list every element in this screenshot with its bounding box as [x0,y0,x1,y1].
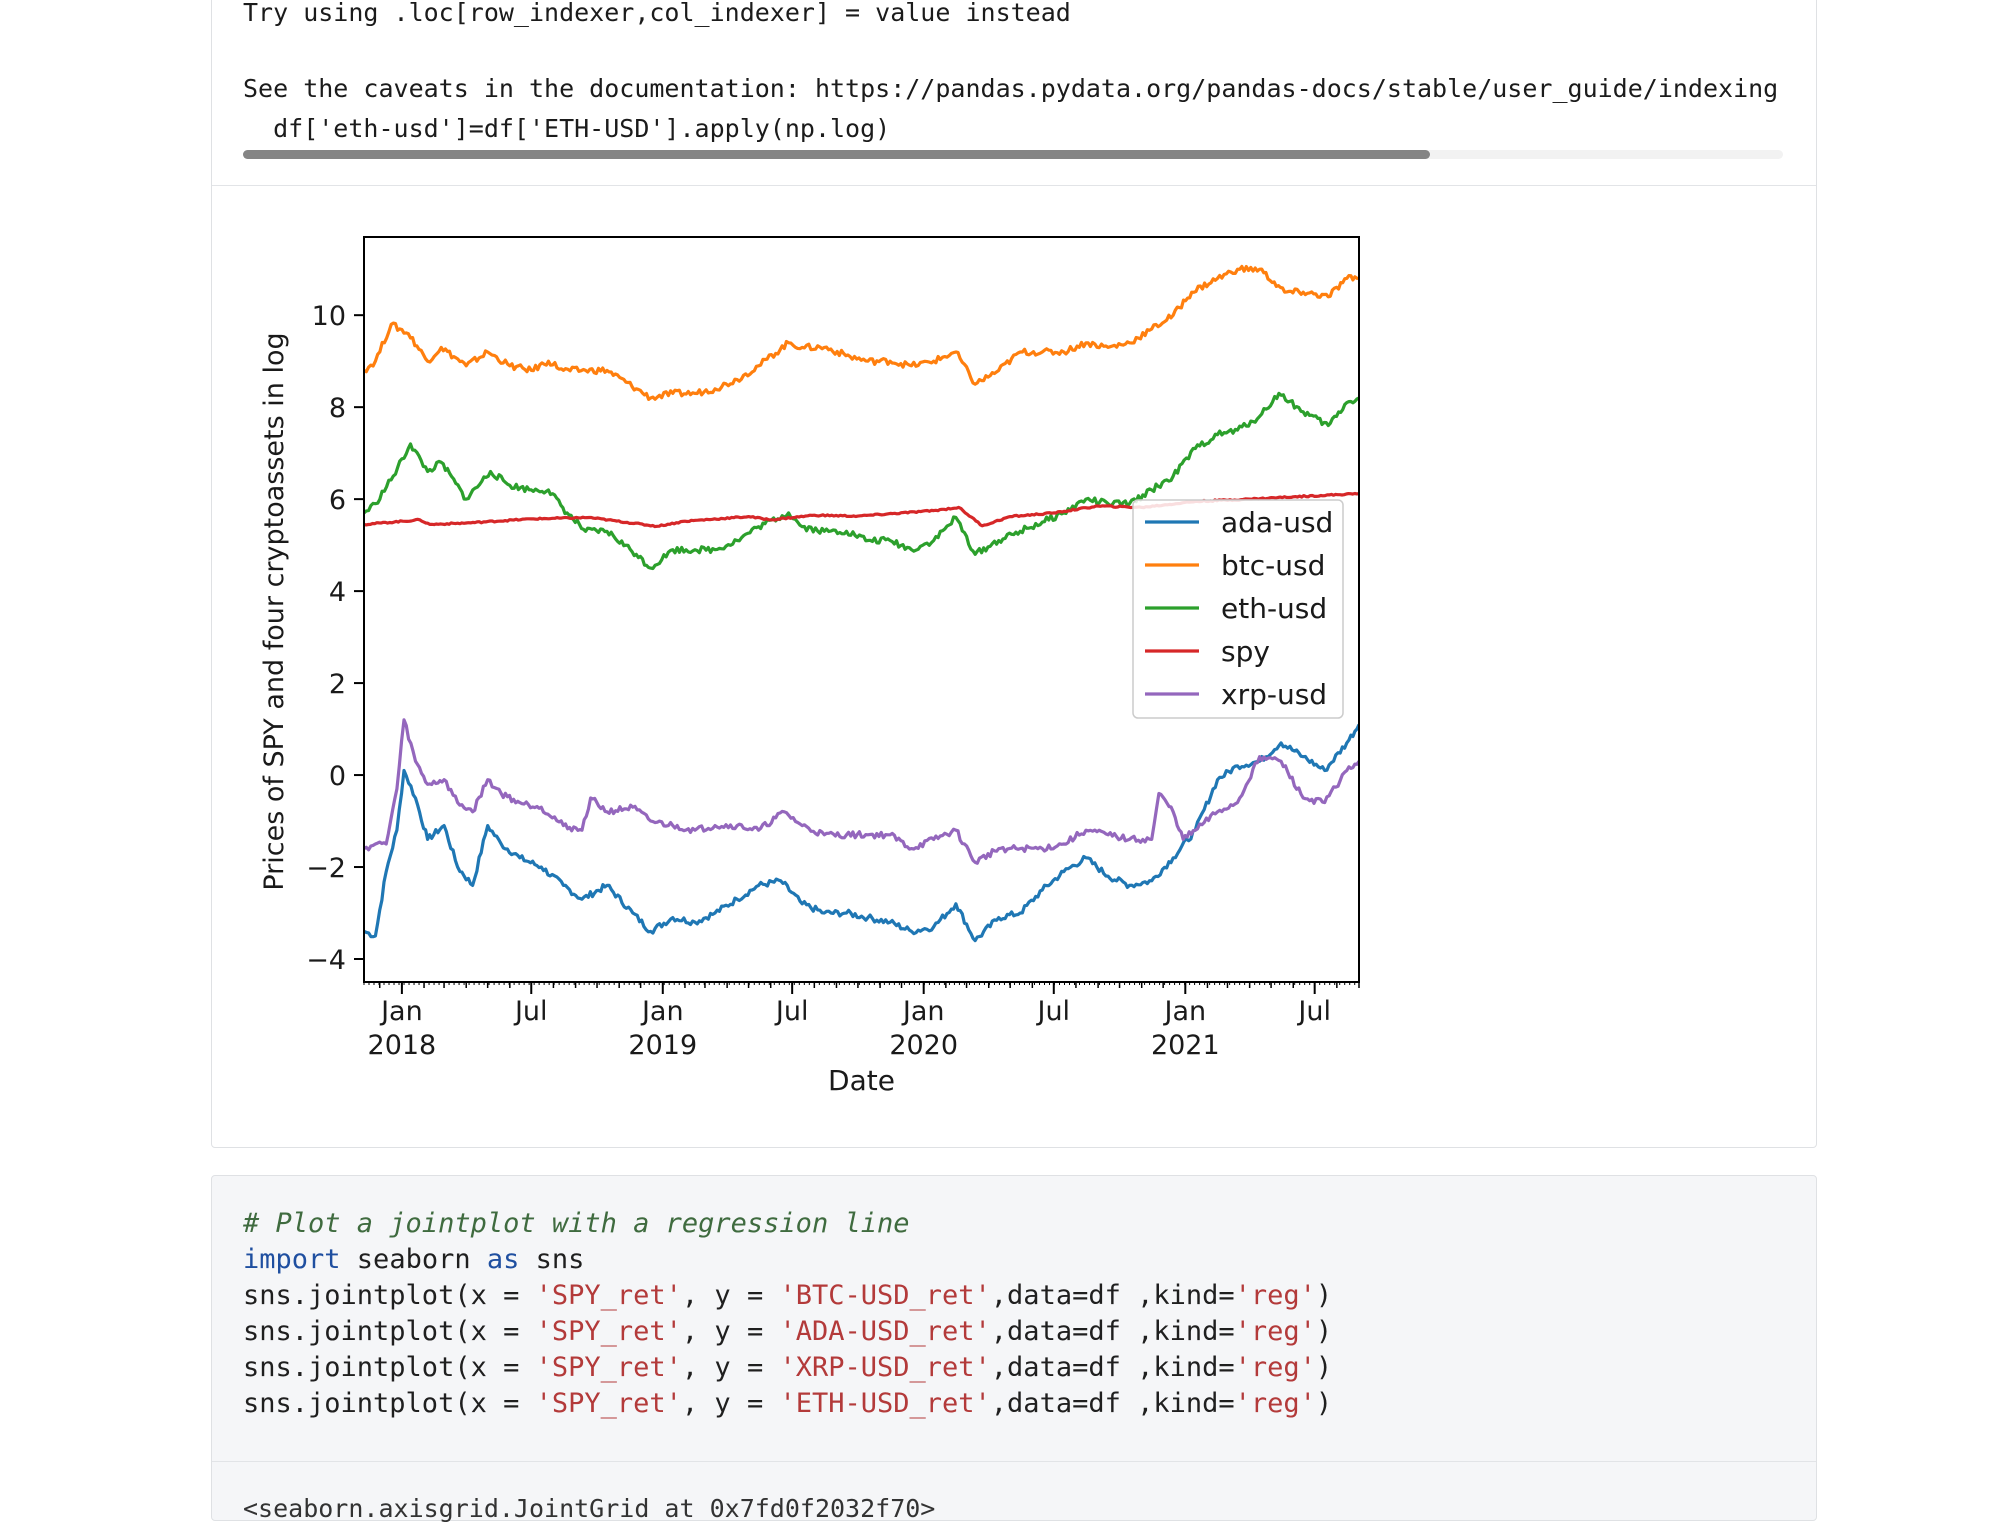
code-text: sns.jointplot(x = [243,1316,536,1347]
warning-line-1: Try using .loc[row_indexer,col_indexer] … [243,0,1071,27]
y-tick-label: 0 [329,761,346,792]
x-tick-year-label: 2021 [1151,1030,1220,1061]
code-text: ) [1315,1352,1333,1383]
code-jointplot-line: sns.jointplot(x = 'SPY_ret', y = 'ADA-US… [243,1316,1332,1347]
y-axis: −4 −2 0 2 4 6 8 10 [306,301,364,976]
code-text: ) [1315,1316,1333,1347]
string-x: 'SPY_ret' [535,1352,682,1383]
legend-label: xrp-usd [1221,678,1327,711]
code-cell[interactable] [211,1175,1817,1521]
string-kind: 'reg' [1234,1280,1316,1311]
horizontal-scrollbar-thumb[interactable] [243,150,1430,159]
string-y: 'ADA-USD_ret' [779,1316,991,1347]
legend-label: spy [1221,635,1270,668]
x-tick-label: Jul [1035,996,1070,1027]
code-text: ,data=df ,kind= [990,1280,1235,1311]
x-tick-label: Jan [640,996,684,1027]
series-line-ada-usd [364,723,1359,943]
y-tick-label: 8 [329,393,346,424]
code-text: , y = [681,1280,780,1311]
output-cell [211,0,1817,1148]
warning-line-2: See the caveats in the documentation: ht… [243,74,1783,103]
string-kind: 'reg' [1234,1316,1316,1347]
x-tick-year-label: 2020 [889,1030,958,1061]
as-keyword: as [486,1244,520,1275]
code-jointplot-line: sns.jointplot(x = 'SPY_ret', y = 'XRP-US… [243,1352,1332,1383]
legend-box [1132,499,1344,719]
string-y: 'BTC-USD_ret' [779,1280,991,1311]
string-kind: 'reg' [1234,1388,1316,1419]
y-tick-label: −2 [306,853,346,884]
legend: ada-usd btc-usd eth-usd spy xrp-usd [1132,499,1344,719]
x-tick-label: Jul [1296,996,1331,1027]
series-line-xrp-usd [364,718,1359,865]
plot-area-frame [363,236,1360,983]
code-text: ) [1315,1388,1333,1419]
string-x: 'SPY_ret' [535,1280,682,1311]
output-divider [212,185,1816,186]
comment-text: # Plot a jointplot with a regression lin… [243,1208,910,1239]
code-text: ,data=df ,kind= [990,1316,1235,1347]
code-comment: # Plot a jointplot with a regression lin… [243,1208,909,1239]
code-text: sns.jointplot(x = [243,1280,536,1311]
code-jointplot-line: sns.jointplot(x = 'SPY_ret', y = 'BTC-US… [243,1280,1332,1311]
series-line-btc-usd [364,264,1359,401]
y-tick-label: 6 [329,485,346,516]
code-text: , y = [681,1316,780,1347]
import-module: seaborn [340,1244,487,1275]
legend-label: btc-usd [1221,549,1325,582]
string-y: 'XRP-USD_ret' [779,1352,991,1383]
code-text: sns.jointplot(x = [243,1388,536,1419]
x-tick-year-label: 2019 [628,1030,697,1061]
code-text: sns.jointplot(x = [243,1352,536,1383]
code-import-line: import seaborn as sns [243,1244,584,1275]
string-x: 'SPY_ret' [535,1388,682,1419]
series-line-eth-usd [364,391,1359,571]
import-alias: sns [519,1244,585,1275]
code-text: ,data=df ,kind= [990,1352,1235,1383]
y-tick-label: 2 [329,669,346,700]
code-text: , y = [681,1388,780,1419]
x-tick-label: Jul [774,996,809,1027]
x-tick-year-label: 2018 [368,1030,437,1061]
y-tick-label: −4 [306,945,346,976]
legend-label: ada-usd [1221,506,1333,539]
x-tick-label: Jul [513,996,548,1027]
code-text: ,data=df ,kind= [990,1388,1235,1419]
x-tick-label: Jan [1162,996,1206,1027]
warning-line-3: df['eth-usd']=df['ETH-USD'].apply(np.log… [243,114,891,143]
y-axis-label: Prices of SPY and four cryptoassets in l… [259,332,290,890]
code-jointplot-line: sns.jointplot(x = 'SPY_ret', y = 'ETH-US… [243,1388,1332,1419]
x-tick-label: Jan [901,996,945,1027]
jointgrid-output-text: <seaborn.axisgrid.JointGrid at 0x7fd0f20… [243,1494,936,1523]
string-x: 'SPY_ret' [535,1316,682,1347]
code-output-divider [212,1461,1816,1462]
code-text: ) [1315,1280,1333,1311]
y-tick-label: 4 [329,577,346,608]
import-keyword: import [243,1244,341,1275]
legend-label: eth-usd [1221,592,1327,625]
x-axis-label: Date [828,1064,895,1097]
string-kind: 'reg' [1234,1352,1316,1383]
y-tick-label: 10 [312,301,346,332]
code-text: , y = [681,1352,780,1383]
string-y: 'ETH-USD_ret' [779,1388,991,1419]
x-tick-label: Jan [379,996,423,1027]
